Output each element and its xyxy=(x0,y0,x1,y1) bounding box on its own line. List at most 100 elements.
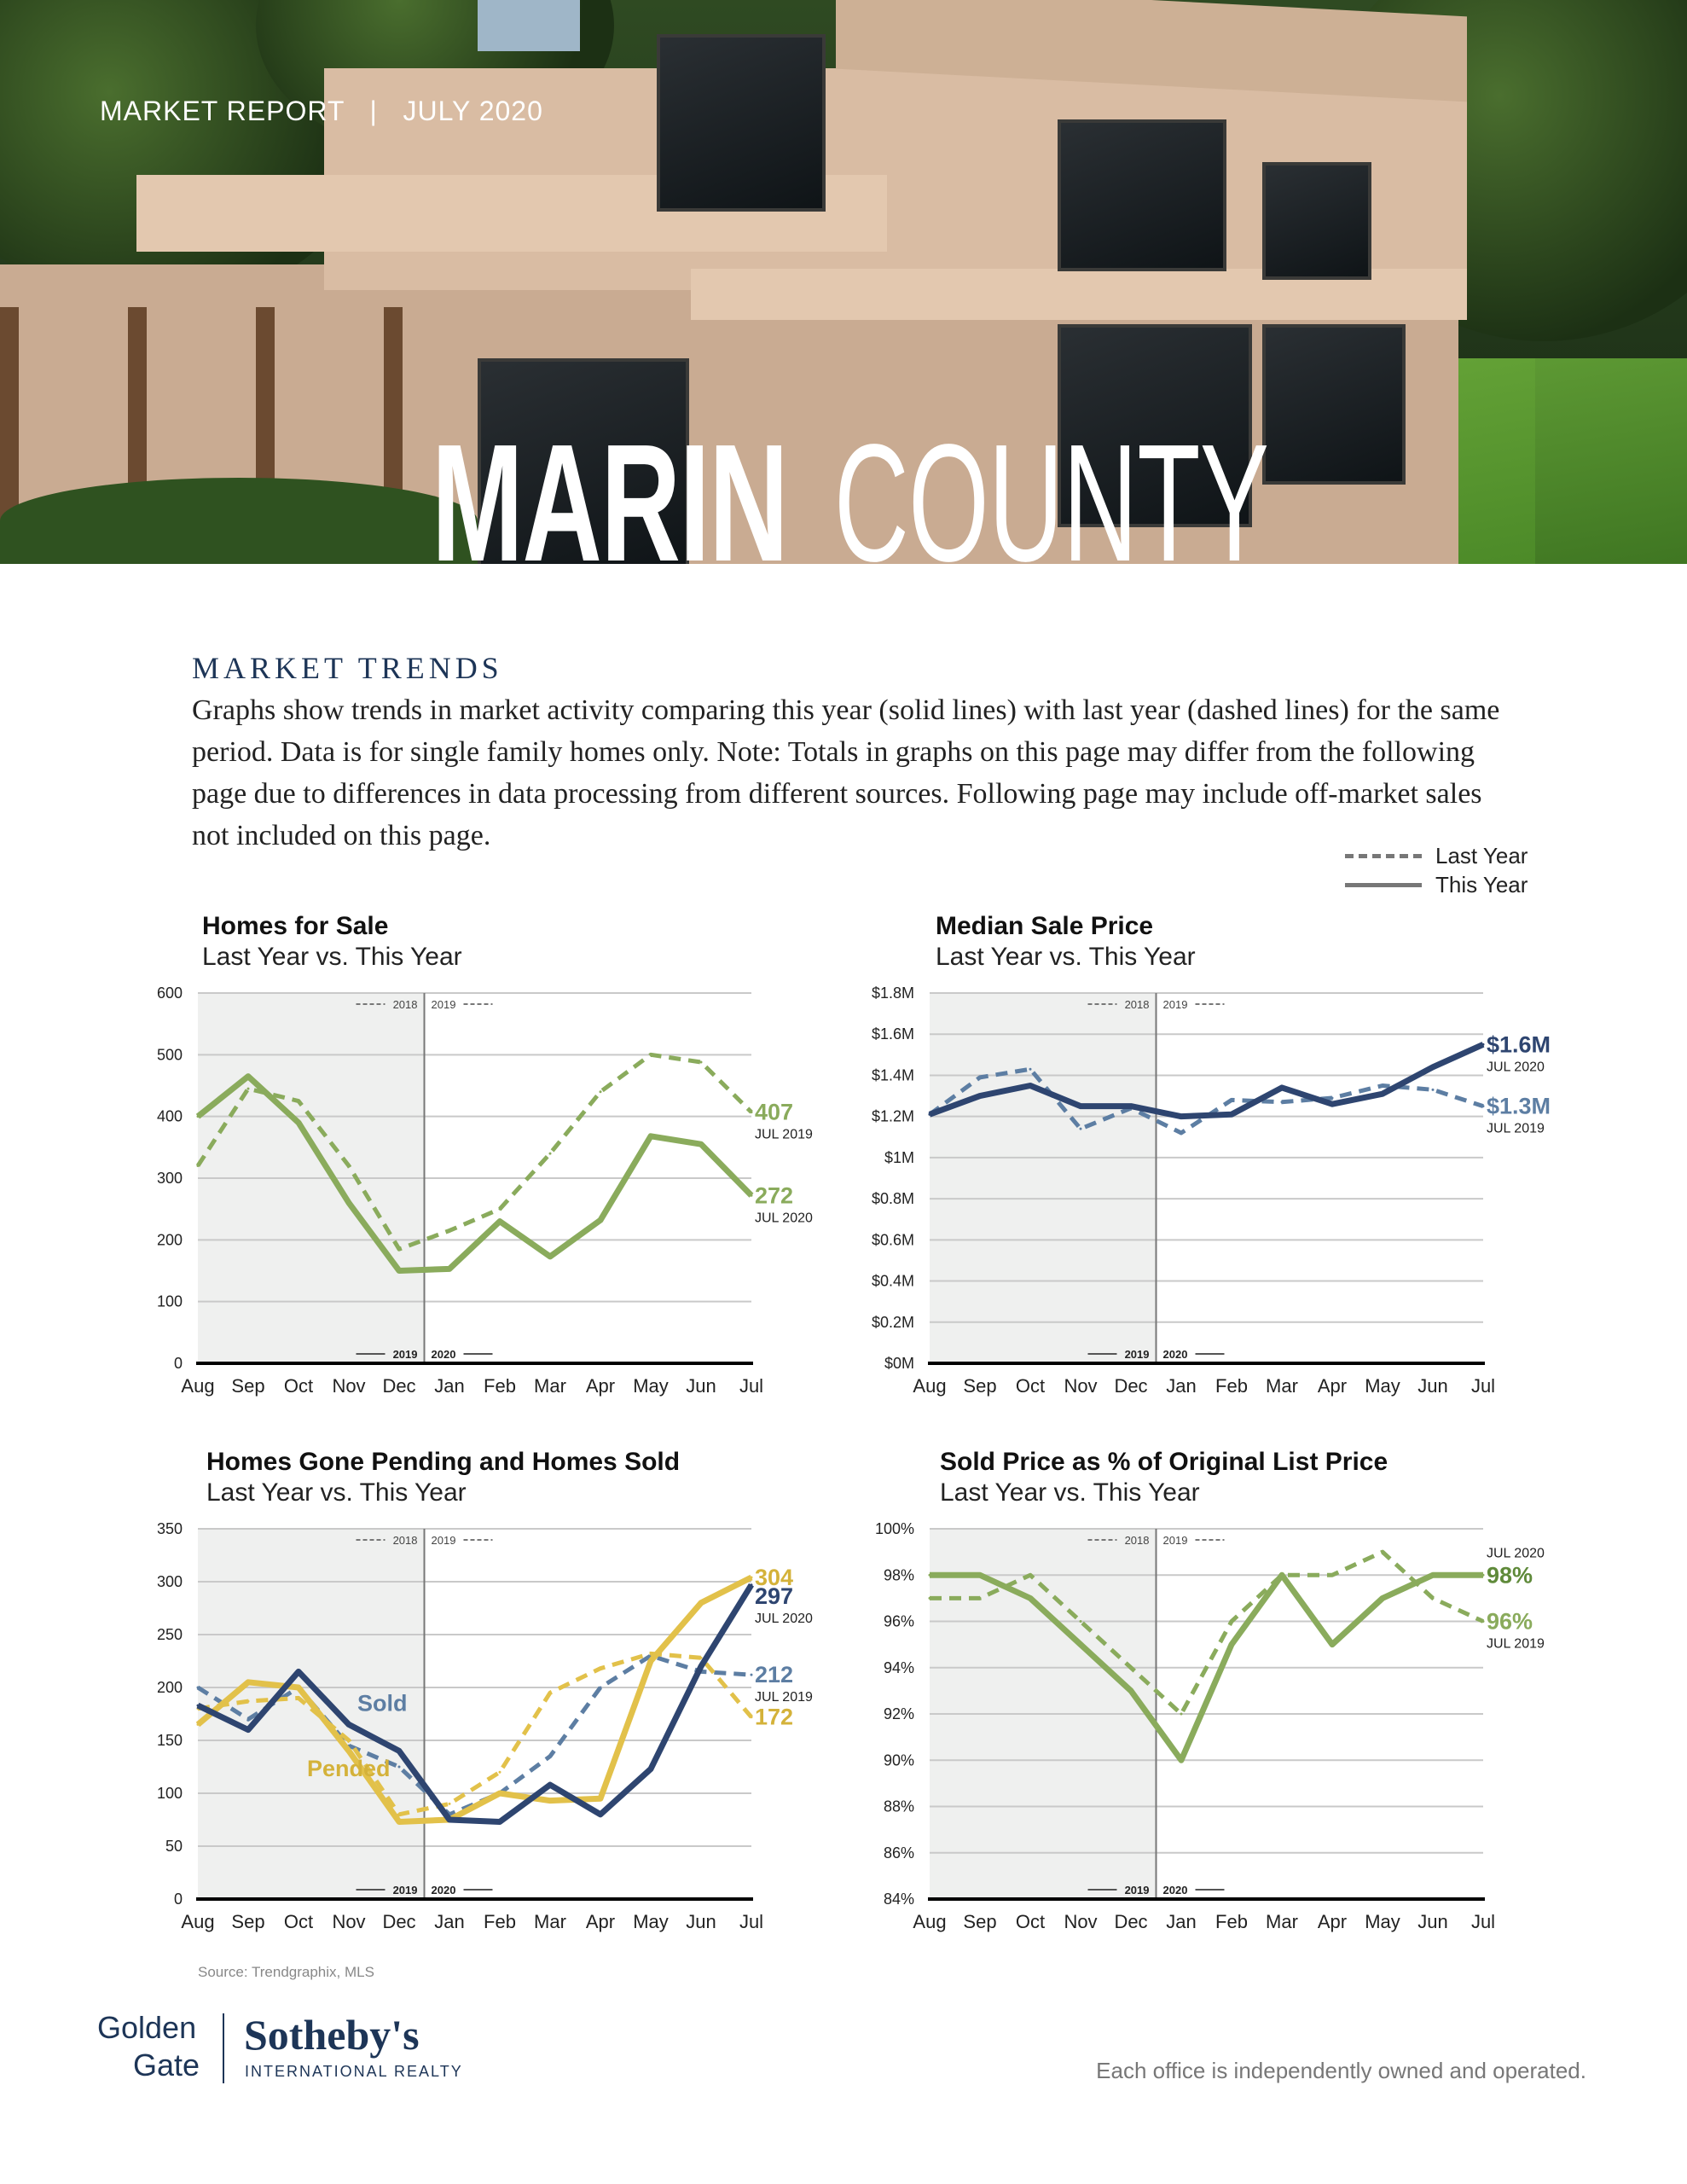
data-point xyxy=(1481,1043,1485,1046)
data-point xyxy=(1280,1086,1284,1089)
data-point xyxy=(297,1670,300,1673)
data-point xyxy=(1079,1127,1082,1130)
data-point xyxy=(1481,1620,1485,1623)
data-point xyxy=(498,1820,501,1823)
data-point xyxy=(649,1652,652,1655)
data-point xyxy=(1230,1112,1233,1116)
y-tick-label: $1.4M xyxy=(872,1066,914,1083)
x-tick-label: May xyxy=(1365,1375,1400,1397)
bottom-year-label: 2019 xyxy=(393,1884,418,1896)
end-label-value: 212 xyxy=(755,1662,793,1687)
x-tick-label: Jun xyxy=(1417,1375,1447,1397)
y-tick-label: 150 xyxy=(157,1732,183,1749)
end-label-value: 304 xyxy=(755,1565,793,1590)
x-tick-label: Jun xyxy=(686,1911,716,1932)
chart-median-sale-price: $0M $0.2M $0.4M $0.6M $0.8M $1M $1.2M $1.4M $1.6… xyxy=(836,967,1603,1428)
data-point xyxy=(928,1112,931,1116)
x-tick-label: Jan xyxy=(1166,1375,1196,1397)
report-date: JULY 2020 xyxy=(403,96,543,126)
y-tick-label: 90% xyxy=(884,1751,914,1769)
data-point xyxy=(1330,1102,1334,1106)
series-line-last xyxy=(930,1549,1485,1716)
chart-svg: 0 100 200 300 400 500 600 2018 2019 2019 2020 Aug Se… xyxy=(157,985,813,1397)
data-point xyxy=(347,1722,351,1726)
x-tick-label: Sep xyxy=(963,1375,996,1397)
data-point xyxy=(1180,1712,1183,1716)
top-year-label: 2019 xyxy=(1163,998,1188,1011)
series-line-last xyxy=(195,1052,753,1252)
data-point xyxy=(246,1681,250,1684)
page-title: MARIN COUNTY xyxy=(432,420,1269,587)
data-point xyxy=(1079,1105,1082,1108)
top-year-label: 2019 xyxy=(432,1534,456,1547)
end-label-date: JUL 2020 xyxy=(755,1211,813,1225)
end-label-value: 272 xyxy=(755,1182,793,1208)
series-line-last xyxy=(928,1066,1484,1136)
chart-sold-price-pct: 84% 86% 88% 90% 92% 94% 96% 98% 100% 2018 2019 2019… xyxy=(836,1503,1603,1964)
data-point xyxy=(246,1699,250,1703)
chart-title: Sold Price as % of Original List Price xyxy=(940,1448,1388,1476)
x-tick-label: Mar xyxy=(534,1911,566,1932)
data-point xyxy=(297,1100,300,1103)
y-tick-label: 400 xyxy=(157,1108,183,1125)
data-point xyxy=(1029,1067,1032,1071)
top-year-label: 2018 xyxy=(1125,1534,1150,1547)
y-tick-label: 0 xyxy=(174,1355,183,1372)
data-point xyxy=(599,1667,602,1670)
y-tick-label: 500 xyxy=(157,1046,183,1063)
end-label-value: 172 xyxy=(755,1705,793,1730)
x-tick-label: Jul xyxy=(1471,1375,1495,1397)
legend-this-year: This Year xyxy=(1345,872,1528,898)
y-tick-label: $1.2M xyxy=(872,1108,914,1125)
data-point xyxy=(978,1573,982,1577)
data-point xyxy=(1180,1115,1183,1118)
data-point xyxy=(1431,1573,1435,1577)
y-tick-label: 50 xyxy=(165,1838,183,1855)
chart-subtitle: Last Year vs. This Year xyxy=(202,943,462,971)
data-point xyxy=(1079,1643,1082,1647)
section-description: Graphs show trends in market activity co… xyxy=(192,694,1500,851)
data-point xyxy=(699,1142,703,1146)
data-point xyxy=(1029,1573,1032,1577)
data-point xyxy=(750,1111,753,1114)
data-point xyxy=(1230,1620,1233,1623)
data-point xyxy=(599,1218,602,1222)
data-point xyxy=(196,1115,200,1118)
data-point xyxy=(1481,1573,1485,1577)
x-tick-label: Apr xyxy=(1318,1375,1347,1397)
data-point xyxy=(397,1749,401,1752)
logo-text-golden: Golden xyxy=(97,2010,197,2045)
data-point xyxy=(548,1783,552,1786)
y-tick-label: 300 xyxy=(157,1573,183,1590)
data-point xyxy=(1180,1758,1183,1762)
bottom-year-label: 2020 xyxy=(432,1884,456,1896)
dashed-line-swatch xyxy=(1345,854,1422,858)
footer-disclaimer: Each office is independently owned and o… xyxy=(1096,2058,1586,2083)
x-tick-label: Apr xyxy=(1318,1911,1347,1932)
end-label-date: JUL 2019 xyxy=(755,1128,813,1142)
data-point xyxy=(1230,1098,1233,1101)
x-tick-label: Jul xyxy=(739,1375,763,1397)
x-tick-label: Feb xyxy=(484,1911,516,1932)
data-point xyxy=(1431,1066,1435,1069)
x-tick-label: Dec xyxy=(382,1375,415,1397)
data-point xyxy=(246,1728,250,1732)
chart-subtitle: Last Year vs. This Year xyxy=(206,1478,467,1507)
chart-homes-for-sale: 0 100 200 300 400 500 600 2018 2019 2019 2020 Aug Se… xyxy=(104,967,872,1428)
data-point xyxy=(397,1269,401,1272)
data-point xyxy=(978,1596,982,1600)
x-tick-label: Aug xyxy=(913,1375,946,1397)
end-label-value: $1.6M xyxy=(1487,1031,1551,1057)
x-tick-label: Nov xyxy=(1064,1911,1097,1932)
hero-photo xyxy=(0,0,1687,564)
data-point xyxy=(397,1247,401,1251)
x-tick-label: Aug xyxy=(913,1911,946,1932)
report-type: MARKET REPORT xyxy=(100,96,345,126)
data-point xyxy=(599,1090,602,1094)
data-point xyxy=(448,1267,451,1270)
x-tick-label: Nov xyxy=(1064,1375,1097,1397)
data-point xyxy=(1381,1092,1384,1095)
data-point xyxy=(699,1656,703,1659)
data-point xyxy=(196,1704,200,1707)
y-tick-label: 0 xyxy=(174,1891,183,1908)
